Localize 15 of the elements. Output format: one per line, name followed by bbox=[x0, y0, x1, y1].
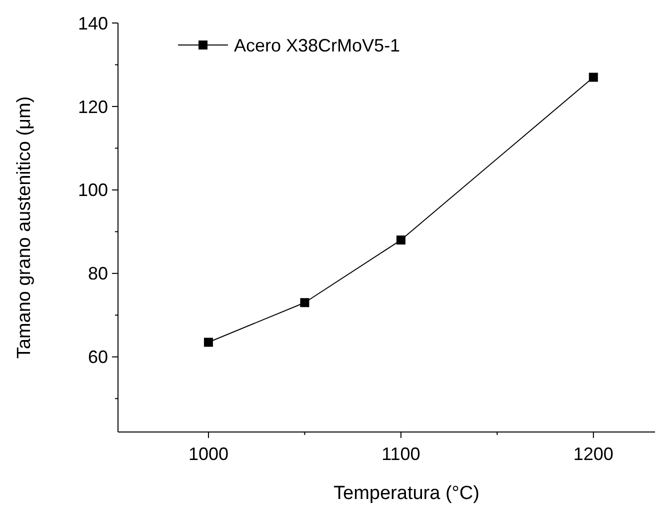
x-tick-label: 1200 bbox=[573, 444, 614, 464]
x-axis-title: Temperatura (°C) bbox=[334, 483, 480, 504]
y-tick-label: 120 bbox=[78, 96, 108, 117]
x-tick-label: 1100 bbox=[382, 444, 420, 464]
point bbox=[396, 236, 406, 245]
x-tick-label: 1000 bbox=[188, 444, 228, 464]
point bbox=[588, 72, 598, 82]
y-tick-label: 140 bbox=[78, 13, 108, 34]
y-tick-label: 60 bbox=[88, 347, 108, 368]
y-tick-label: 80 bbox=[88, 264, 108, 284]
point bbox=[300, 298, 310, 308]
point bbox=[204, 338, 213, 347]
y-axis-title: Tamano grano austenitico (μm) bbox=[14, 96, 35, 359]
legend-label: Acero X38CrMoV5-1 bbox=[234, 35, 400, 56]
y-tick-label: 100 bbox=[78, 180, 108, 200]
